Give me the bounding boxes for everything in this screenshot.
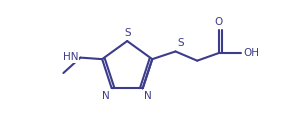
Text: N: N — [144, 91, 152, 101]
Text: O: O — [215, 17, 223, 27]
Text: OH: OH — [243, 48, 259, 58]
Text: S: S — [124, 28, 130, 38]
Text: S: S — [177, 38, 184, 48]
Text: N: N — [102, 91, 110, 101]
Text: HN: HN — [63, 52, 78, 62]
